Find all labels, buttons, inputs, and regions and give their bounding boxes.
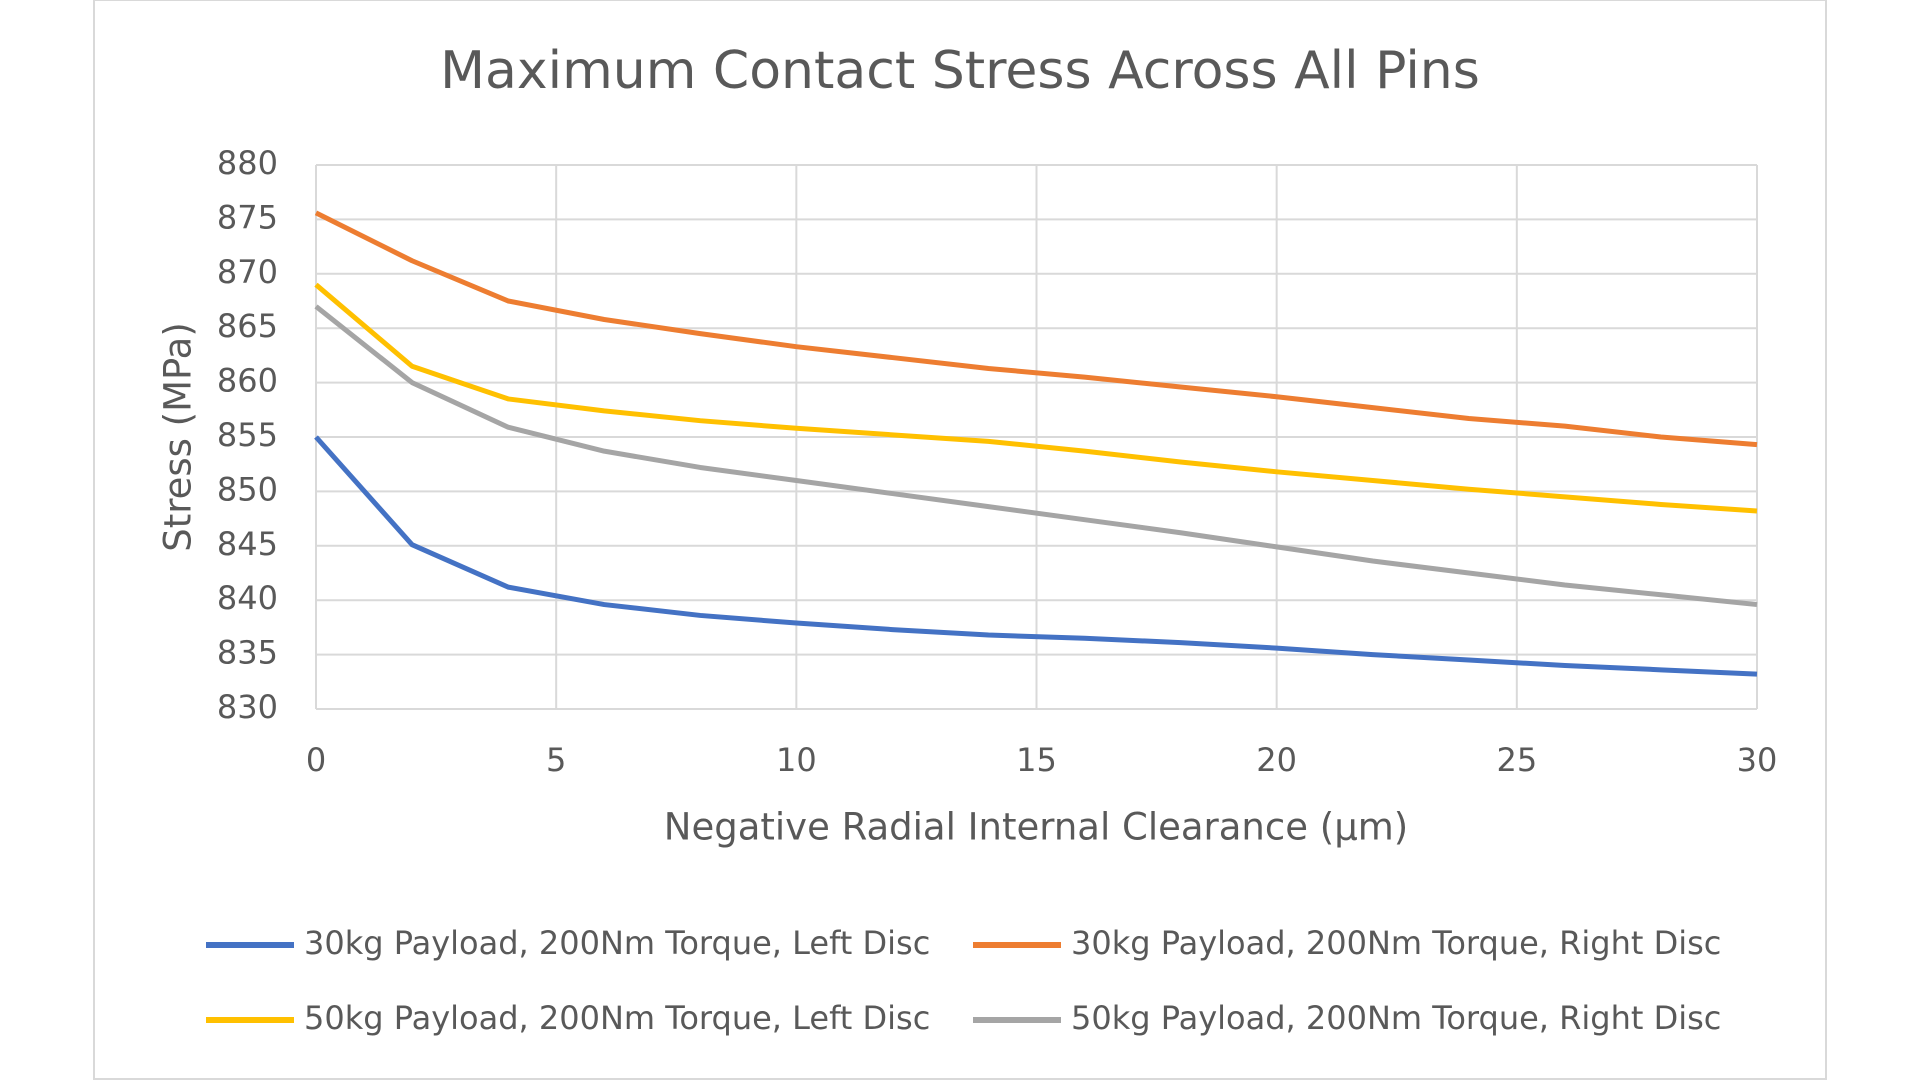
x-tick-label: 20	[1256, 741, 1297, 779]
y-tick-label: 850	[217, 470, 278, 508]
y-axis-title: Stress (MPa)	[157, 322, 200, 552]
y-tick-label: 865	[217, 307, 278, 345]
y-tick-label: 855	[217, 416, 278, 454]
x-tick-label: 5	[546, 741, 566, 779]
y-tick-label: 880	[217, 144, 278, 182]
y-tick-label: 860	[217, 362, 278, 400]
x-tick-label: 10	[776, 741, 817, 779]
legend-label: 50kg Payload, 200Nm Torque, Right Disc	[1071, 999, 1721, 1037]
y-tick-label: 835	[217, 634, 278, 672]
y-tick-label: 875	[217, 198, 278, 236]
x-tick-label: 15	[1016, 741, 1057, 779]
series-line	[314, 304, 1758, 608]
y-tick-label: 830	[217, 688, 278, 726]
x-axis-title: Negative Radial Internal Clearance (µm)	[664, 806, 1408, 849]
chart-title: Maximum Contact Stress Across All Pins	[440, 41, 1480, 101]
y-tick-label: 845	[217, 525, 278, 563]
legend-label: 30kg Payload, 200Nm Torque, Left Disc	[304, 924, 930, 962]
chart-frame	[93, 0, 1827, 1080]
y-tick-label: 870	[217, 253, 278, 291]
series-line	[314, 435, 1758, 677]
series-line	[314, 282, 1758, 514]
x-tick-label: 30	[1737, 741, 1778, 779]
series-line	[314, 210, 1758, 448]
legend-label: 50kg Payload, 200Nm Torque, Left Disc	[304, 999, 930, 1037]
x-tick-label: 0	[306, 741, 326, 779]
x-tick-label: 25	[1496, 741, 1537, 779]
legend-label: 30kg Payload, 200Nm Torque, Right Disc	[1071, 924, 1721, 962]
y-tick-label: 840	[217, 579, 278, 617]
